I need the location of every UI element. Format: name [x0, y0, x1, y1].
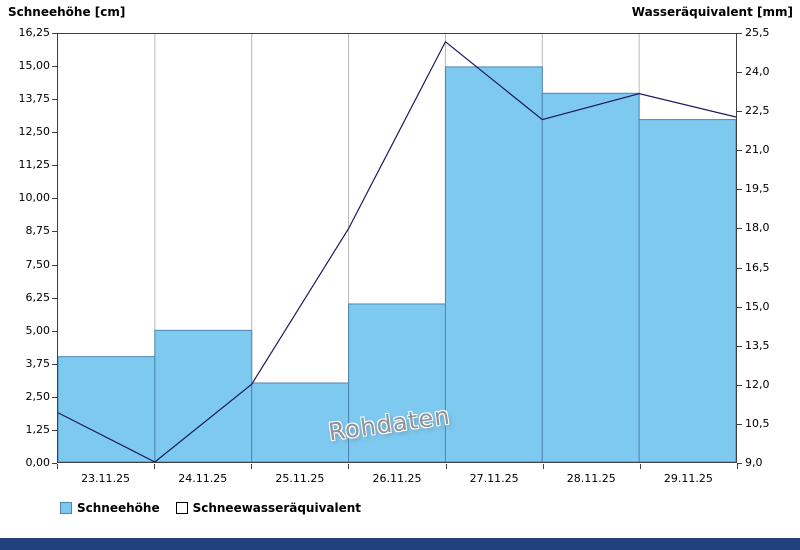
y-axis-right-tick-mark: [737, 423, 742, 425]
y-axis-right-tick-mark: [737, 267, 742, 269]
legend-label-schneehoehe: Schneehöhe: [77, 501, 160, 515]
y-axis-right-tick-label: 19,5: [745, 182, 770, 196]
bar-24.11.25: [154, 329, 253, 462]
y-axis-right-tick-mark: [737, 72, 742, 74]
y-axis-right-tick-label: 10,5: [745, 416, 770, 430]
y-axis-left-tick-label: 13,75: [18, 92, 51, 106]
x-axis-tick-mark: [154, 464, 156, 469]
legend-item-schneehoehe: Schneehöhe: [60, 501, 160, 515]
x-axis-tick-label: 29.11.25: [663, 472, 713, 485]
legend: Schneehöhe Schneewasseräquivalent: [60, 501, 361, 515]
y-axis-left-tick-label: 7,50: [25, 257, 51, 271]
x-axis-tick-mark: [737, 464, 738, 469]
y-axis-left-tick-mark: [52, 396, 57, 398]
y-axis-right-tick-label: 13,5: [745, 338, 770, 352]
y-axis-left-tick-mark: [52, 264, 57, 266]
y-axis-left-tick-label: 11,25: [18, 158, 51, 172]
y-axis-right-tick-label: 9,0: [745, 456, 763, 469]
x-axis-tick-label: 24.11.25: [178, 472, 228, 485]
y-axis-left-tick-mark: [52, 363, 57, 365]
x-axis-tick-label: 27.11.25: [469, 472, 519, 485]
x-axis-tick-mark: [542, 464, 544, 469]
x-axis-tick-mark: [639, 464, 641, 469]
y-axis-left-tick-mark: [52, 66, 57, 68]
bar-27.11.25: [444, 66, 543, 462]
y-axis-right-tick-label: 21,0: [745, 143, 770, 157]
x-axis-tick-mark: [445, 464, 447, 469]
y-axis-left-tick-mark: [52, 33, 57, 34]
y-axis-left-tick-mark: [52, 231, 57, 233]
x-axis-tick-label: 23.11.25: [81, 472, 131, 485]
y-axis-left-tick-mark: [52, 429, 57, 431]
bar-23.11.25: [58, 356, 156, 462]
y-axis-left-tick-label: 10,00: [18, 191, 51, 205]
y-axis-right-tick-mark: [737, 463, 742, 464]
x-axis-tick-label: 25.11.25: [275, 472, 325, 485]
y-axis-right-tick-mark: [737, 306, 742, 308]
y-axis-right-tick-label: 18,0: [745, 221, 770, 235]
x-axis-tick-mark: [57, 464, 58, 469]
y-axis-left-tick-label: 16,25: [18, 26, 51, 39]
x-axis-tick-mark: [251, 464, 253, 469]
plot-area: Rohdaten: [57, 33, 737, 463]
y-axis-left-tick-label: 1,25: [25, 422, 51, 436]
bottom-strip: [0, 538, 800, 550]
y-axis-left-tick-mark: [52, 463, 57, 464]
bar-29.11.25: [638, 119, 736, 462]
y-axis-right-tick-label: 25,5: [745, 26, 770, 39]
y-axis-left-tick-label: 2,50: [25, 389, 51, 403]
y-axis-right-tick-mark: [737, 345, 742, 347]
y-axis-left-tick-label: 8,75: [25, 224, 51, 238]
x-axis-tick-label: 26.11.25: [372, 472, 422, 485]
legend-item-schneewasseraequivalent: Schneewasseräquivalent: [175, 501, 362, 515]
legend-swatch-schneewasseraequivalent: [175, 502, 188, 514]
y-axis-right-tick-mark: [737, 150, 742, 152]
chart-svg: [58, 34, 736, 462]
left-axis-title: Schneehöhe [cm]: [8, 5, 126, 19]
y-axis-left-tick-label: 5,00: [25, 323, 51, 337]
y-axis-right-tick-mark: [737, 228, 742, 230]
y-axis-left-tick-mark: [52, 99, 57, 101]
bar-28.11.25: [541, 92, 640, 462]
y-axis-right-tick-label: 22,5: [745, 104, 770, 118]
line-schneewasseraequivalent: [58, 40, 736, 462]
y-axis-right-tick-label: 24,0: [745, 65, 770, 79]
x-axis-tick-label: 28.11.25: [566, 472, 616, 485]
y-axis-right-tick-mark: [737, 33, 742, 34]
y-axis-right-tick-mark: [737, 384, 742, 386]
y-axis-right-tick-label: 16,5: [745, 260, 770, 274]
legend-label-schneewasseraequivalent: Schneewasseräquivalent: [192, 501, 362, 515]
y-axis-left-tick-label: 6,25: [25, 290, 51, 304]
y-axis-left-tick-label: 3,75: [25, 356, 51, 370]
y-axis-right-tick-label: 15,0: [745, 299, 770, 313]
y-axis-left-tick-label: 15,00: [18, 59, 51, 73]
y-axis-right-tick-mark: [737, 111, 742, 113]
y-axis-left-tick-mark: [52, 330, 57, 332]
y-axis-left-tick-mark: [52, 198, 57, 200]
y-axis-left-tick-label: 0,00: [25, 456, 51, 469]
y-axis-right-tick-label: 12,0: [745, 377, 770, 391]
y-axis-left-tick-mark: [52, 165, 57, 167]
right-axis-title: Wasseräquivalent [mm]: [631, 5, 793, 19]
legend-swatch-schneehoehe: [60, 502, 72, 514]
y-axis-left-tick-mark: [52, 297, 57, 299]
y-axis-right-tick-mark: [737, 189, 742, 191]
y-axis-left-tick-label: 12,50: [18, 125, 51, 139]
x-axis-tick-mark: [348, 464, 350, 469]
y-axis-left-tick-mark: [52, 132, 57, 134]
